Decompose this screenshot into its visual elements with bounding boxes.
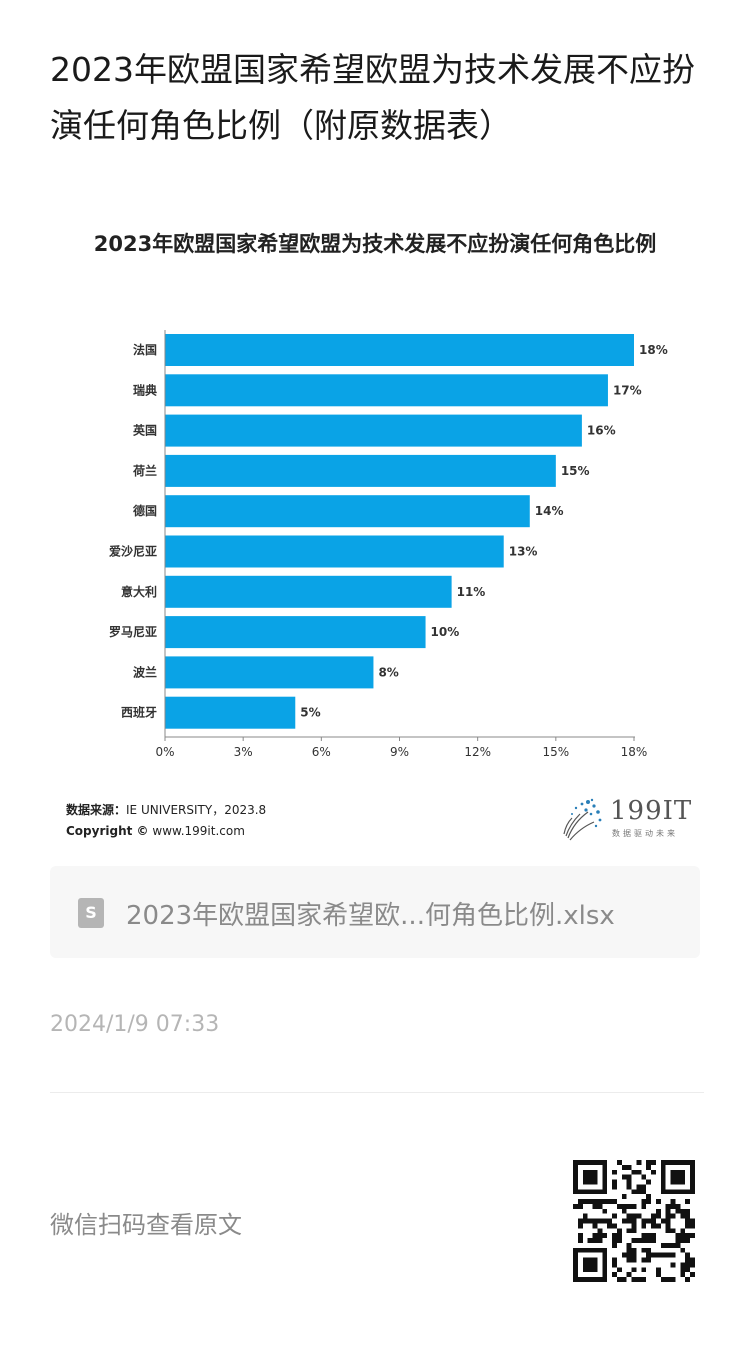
x-tick-label-4: 12% — [464, 745, 491, 759]
divider — [50, 1092, 704, 1093]
x-tick-label-3: 9% — [390, 745, 409, 759]
copyright-site: www.199it.com — [152, 824, 245, 838]
x-tick-label-6: 18% — [621, 745, 648, 759]
source-text: IE UNIVERSITY，2023.8 — [126, 803, 267, 817]
spreadsheet-file-icon: S — [78, 898, 104, 928]
publish-timestamp: 2024/1/9 07:33 — [50, 1012, 220, 1037]
bar-1 — [165, 374, 608, 407]
file-name[interactable]: 2023年欧盟国家希望欧...何角色比例.xlsx — [126, 901, 615, 931]
bar-0 — [165, 334, 634, 366]
dandelion-icon — [563, 798, 602, 841]
wechat-scan-text: 微信扫码查看原文 — [50, 1211, 242, 1239]
category-label-4: 德国 — [133, 503, 157, 518]
value-label-2: 16% — [587, 424, 616, 438]
qr-code-icon[interactable] — [573, 1160, 695, 1282]
logo-name: 199IT — [610, 796, 693, 826]
category-label-2: 英国 — [133, 423, 157, 438]
x-tick-label-2: 6% — [312, 745, 331, 759]
category-label-5: 爱沙尼亚 — [109, 544, 157, 559]
file-attachment-card[interactable]: S 2023年欧盟国家希望欧...何角色比例.xlsx — [50, 866, 700, 958]
value-label-0: 18% — [639, 343, 668, 357]
bar-6 — [165, 575, 452, 608]
bar-7 — [165, 616, 426, 649]
category-label-0: 法国 — [133, 342, 157, 357]
x-tick-label-5: 15% — [542, 745, 569, 759]
category-label-3: 荷兰 — [132, 463, 157, 478]
category-label-9: 西班牙 — [121, 705, 157, 720]
logo-tagline: 数据驱动未来 — [612, 829, 678, 838]
chart-title: 2023年欧盟国家希望欧盟为技术发展不应扮演任何角色比例 — [93, 232, 657, 256]
value-label-6: 11% — [457, 585, 486, 599]
x-tick-label-1: 3% — [234, 745, 253, 759]
value-label-1: 17% — [613, 383, 642, 397]
bar-9 — [165, 696, 296, 729]
category-label-1: 瑞典 — [133, 382, 157, 397]
value-label-8: 8% — [378, 665, 398, 679]
value-label-7: 10% — [431, 625, 460, 639]
article-title: 2023年欧盟国家希望欧盟为技术发展不应扮演任何角色比例（附原数据表） — [50, 50, 695, 145]
logo-199it: 199IT 数据驱动未来 — [558, 794, 708, 844]
bar-chart: 法国 18% 瑞典 17% 英国 16% 荷兰 15% 德国 14% 爱沙尼亚 13% 意大利 11% 罗马… — [109, 330, 668, 759]
value-label-9: 5% — [300, 706, 320, 720]
bar-2 — [165, 414, 582, 447]
bar-4 — [165, 495, 530, 528]
x-tick-label-0: 0% — [155, 745, 174, 759]
copyright-label: Copyright © — [66, 824, 149, 838]
value-label-3: 15% — [561, 464, 590, 478]
source-block: 数据来源：IE UNIVERSITY，2023.8 Copyright © ww… — [66, 800, 266, 842]
value-label-4: 14% — [535, 504, 564, 518]
source-label: 数据来源： — [66, 803, 127, 817]
value-label-5: 13% — [509, 545, 538, 559]
bar-8 — [165, 656, 374, 689]
bar-5 — [165, 535, 504, 568]
category-label-7: 罗马尼亚 — [109, 624, 157, 639]
category-label-8: 波兰 — [133, 664, 157, 679]
bar-3 — [165, 454, 556, 487]
category-label-6: 意大利 — [121, 584, 157, 599]
